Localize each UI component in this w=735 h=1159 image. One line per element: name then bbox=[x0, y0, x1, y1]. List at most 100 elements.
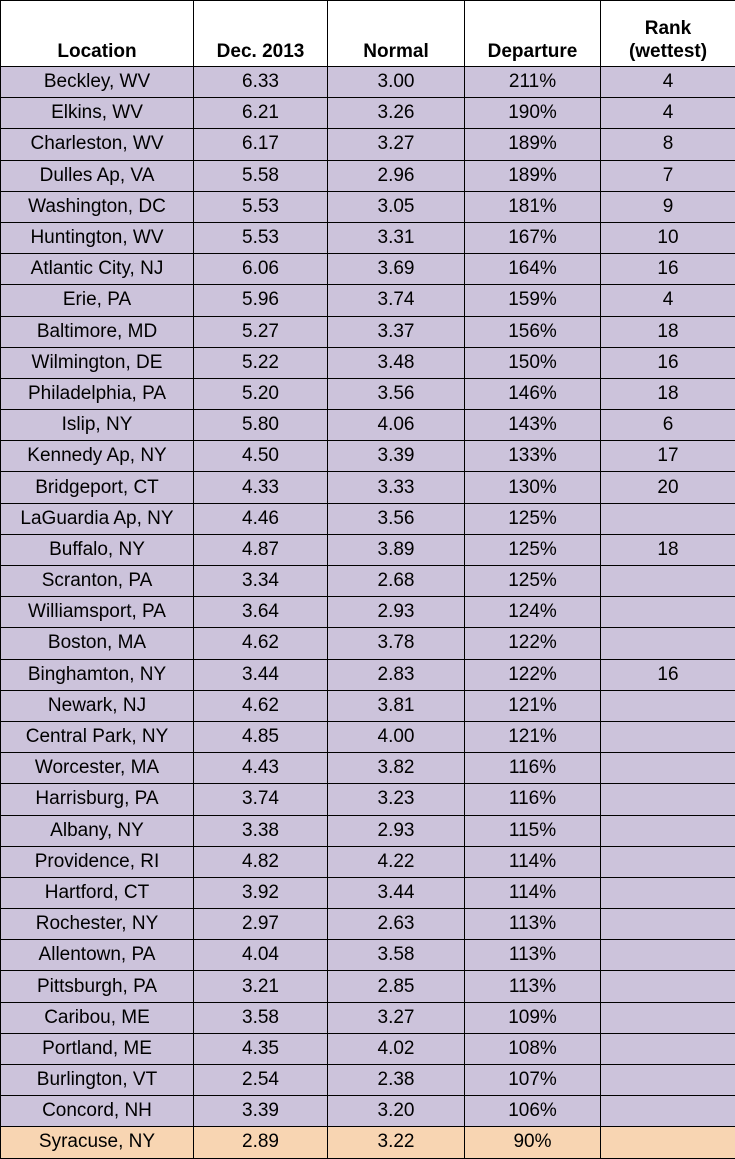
table-cell: 3.74 bbox=[194, 784, 328, 815]
table-cell: 3.82 bbox=[328, 753, 465, 784]
table-cell: 5.96 bbox=[194, 285, 328, 316]
table-cell bbox=[601, 1127, 735, 1158]
table-cell: 122% bbox=[465, 628, 601, 659]
table-cell: Huntington, WV bbox=[1, 222, 194, 253]
table-cell: 2.68 bbox=[328, 566, 465, 597]
table-cell: 16 bbox=[601, 659, 735, 690]
table-cell bbox=[601, 940, 735, 971]
table-cell: 4.04 bbox=[194, 940, 328, 971]
table-cell: 8 bbox=[601, 129, 735, 160]
table-cell: 4.46 bbox=[194, 503, 328, 534]
table-cell: 3.39 bbox=[328, 441, 465, 472]
table-cell: Williamsport, PA bbox=[1, 597, 194, 628]
table-cell: 156% bbox=[465, 316, 601, 347]
table-cell: 146% bbox=[465, 378, 601, 409]
table-cell: 3.44 bbox=[194, 659, 328, 690]
table-cell: 4 bbox=[601, 98, 735, 129]
table-cell bbox=[601, 1065, 735, 1096]
table-cell: 3.58 bbox=[328, 940, 465, 971]
table-cell: Islip, NY bbox=[1, 410, 194, 441]
table-cell: 4.82 bbox=[194, 846, 328, 877]
table-cell bbox=[601, 690, 735, 721]
table-cell bbox=[601, 909, 735, 940]
table-cell: 3.64 bbox=[194, 597, 328, 628]
table-cell: Dulles Ap, VA bbox=[1, 160, 194, 191]
table-cell: 3.26 bbox=[328, 98, 465, 129]
column-header: Normal bbox=[328, 1, 465, 67]
table-cell bbox=[601, 503, 735, 534]
table-cell: 16 bbox=[601, 347, 735, 378]
table-cell: 143% bbox=[465, 410, 601, 441]
table-cell: 5.58 bbox=[194, 160, 328, 191]
table-cell: 6.33 bbox=[194, 67, 328, 98]
table-cell: 4.00 bbox=[328, 721, 465, 752]
table-cell: 108% bbox=[465, 1033, 601, 1064]
table-cell: 150% bbox=[465, 347, 601, 378]
table-cell: 2.38 bbox=[328, 1065, 465, 1096]
table-cell: 7 bbox=[601, 160, 735, 191]
table-cell: Worcester, MA bbox=[1, 753, 194, 784]
table-cell: 3.00 bbox=[328, 67, 465, 98]
table-cell: 211% bbox=[465, 67, 601, 98]
table-cell: Buffalo, NY bbox=[1, 534, 194, 565]
table-cell: 3.38 bbox=[194, 815, 328, 846]
table-cell: 3.34 bbox=[194, 566, 328, 597]
table-cell: 6.21 bbox=[194, 98, 328, 129]
table-cell: Wilmington, DE bbox=[1, 347, 194, 378]
table-cell: 116% bbox=[465, 784, 601, 815]
table-cell: 159% bbox=[465, 285, 601, 316]
table-cell: 2.83 bbox=[328, 659, 465, 690]
table-cell: Scranton, PA bbox=[1, 566, 194, 597]
table-cell bbox=[601, 1033, 735, 1064]
table-cell: Caribou, ME bbox=[1, 1002, 194, 1033]
table-cell: 2.96 bbox=[328, 160, 465, 191]
table-cell: 5.80 bbox=[194, 410, 328, 441]
table-cell: Rochester, NY bbox=[1, 909, 194, 940]
table-cell bbox=[601, 1096, 735, 1127]
table-cell: Concord, NH bbox=[1, 1096, 194, 1127]
table-cell: 3.05 bbox=[328, 191, 465, 222]
table-cell: 3.37 bbox=[328, 316, 465, 347]
column-header: Rank (wettest) bbox=[601, 1, 735, 67]
table-cell bbox=[601, 1002, 735, 1033]
table-cell: 3.58 bbox=[194, 1002, 328, 1033]
table-cell: 3.27 bbox=[328, 1002, 465, 1033]
table-cell: Washington, DC bbox=[1, 191, 194, 222]
table-cell: Charleston, WV bbox=[1, 129, 194, 160]
table-cell: 3.31 bbox=[328, 222, 465, 253]
table-cell: 3.44 bbox=[328, 877, 465, 908]
table-cell: 6 bbox=[601, 410, 735, 441]
table-cell: 3.69 bbox=[328, 254, 465, 285]
table-cell: 16 bbox=[601, 254, 735, 285]
table-cell: 189% bbox=[465, 160, 601, 191]
table-cell: 113% bbox=[465, 971, 601, 1002]
table-cell: 5.20 bbox=[194, 378, 328, 409]
table-cell bbox=[601, 628, 735, 659]
table-cell: 3.22 bbox=[328, 1127, 465, 1158]
table-cell: Kennedy Ap, NY bbox=[1, 441, 194, 472]
table-cell: Elkins, WV bbox=[1, 98, 194, 129]
table-cell: 4.06 bbox=[328, 410, 465, 441]
table-cell: Beckley, WV bbox=[1, 67, 194, 98]
table-cell: 113% bbox=[465, 940, 601, 971]
